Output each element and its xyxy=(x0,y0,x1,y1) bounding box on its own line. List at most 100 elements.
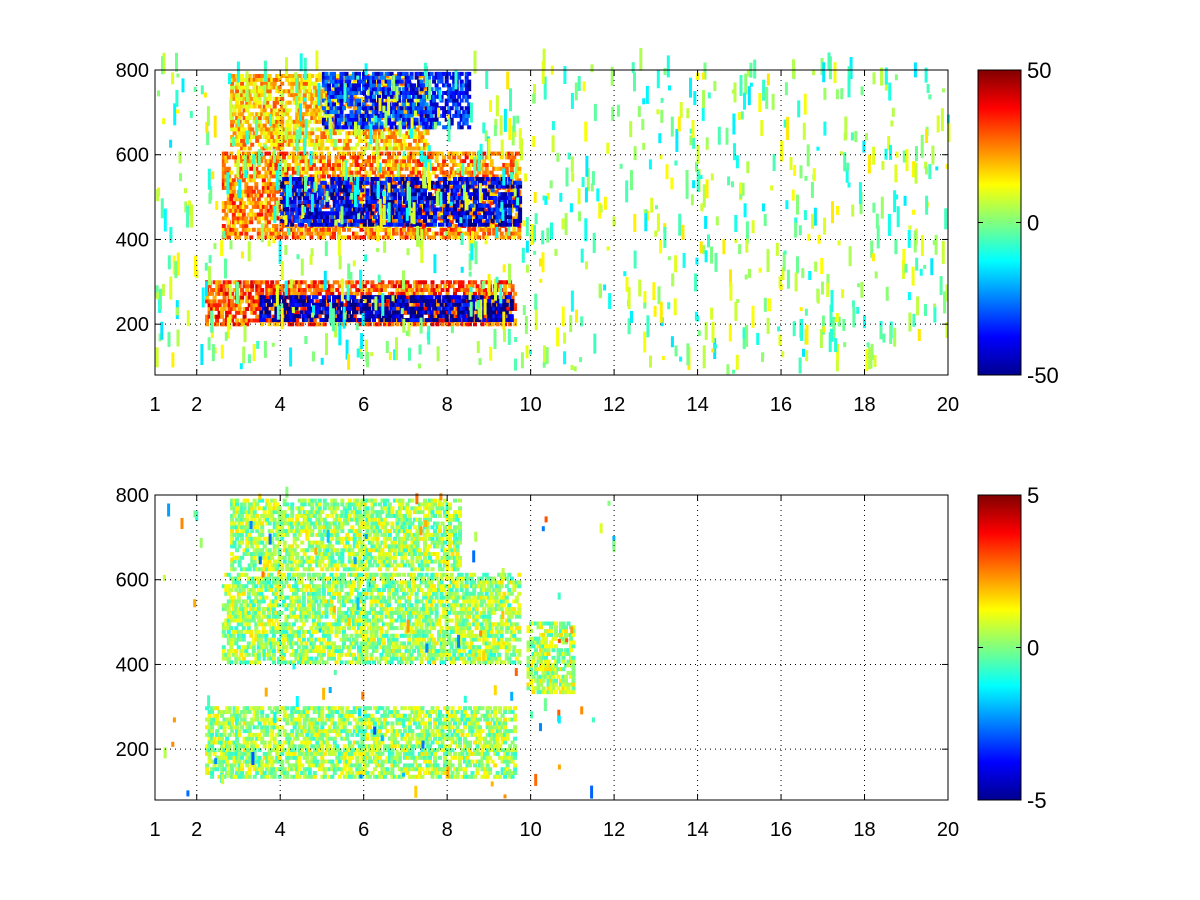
heatmap-cell xyxy=(443,192,447,197)
heatmap-cell xyxy=(259,299,264,303)
heatmap-cell xyxy=(269,185,274,190)
heatmap-cell xyxy=(390,284,395,289)
heatmap-cell xyxy=(340,322,345,327)
heatmap-cell xyxy=(314,295,319,300)
heatmap-cell xyxy=(397,299,402,303)
heatmap-cell xyxy=(300,322,305,327)
heatmap-cell xyxy=(475,188,480,193)
heatmap-cell xyxy=(498,211,503,216)
heatmap-cell xyxy=(513,218,518,223)
heatmap-cell xyxy=(255,77,260,82)
heatmap-cell xyxy=(442,155,447,160)
heatmap-cell xyxy=(306,166,311,171)
heatmap-cell xyxy=(515,192,520,197)
heatmap-cell xyxy=(235,119,240,124)
heatmap-cell xyxy=(478,180,482,185)
heatmap-cell xyxy=(267,77,272,82)
heatmap-cell xyxy=(302,89,307,94)
heatmap-cell xyxy=(234,235,239,240)
heatmap-cell xyxy=(350,291,355,296)
heatmap-cell xyxy=(478,215,482,220)
heatmap-cell xyxy=(269,189,274,194)
heatmap-cell xyxy=(322,215,327,220)
heatmap-cell xyxy=(509,318,514,322)
heatmap-cell xyxy=(352,235,356,240)
heatmap-cell xyxy=(337,207,342,212)
heatmap-cell xyxy=(437,299,442,303)
heatmap-cell xyxy=(375,322,380,327)
heatmap-cell xyxy=(252,74,257,78)
heatmap-cell xyxy=(207,310,212,315)
heatmap-cell xyxy=(469,318,474,322)
heatmap-cell xyxy=(305,108,310,113)
heatmap-cell xyxy=(375,127,380,132)
heatmap-cell xyxy=(465,184,470,189)
heatmap-cell xyxy=(390,222,395,227)
heatmap-cell xyxy=(224,151,229,156)
heatmap-cell xyxy=(405,199,410,204)
heatmap-cell xyxy=(239,197,244,202)
heatmap-cell xyxy=(359,151,364,156)
heatmap-cell xyxy=(276,204,281,209)
heatmap-cell xyxy=(295,215,300,220)
heatmap-cell xyxy=(260,85,265,90)
heatmap-cell xyxy=(224,178,229,183)
heatmap-cell xyxy=(226,193,231,198)
heatmap-cell xyxy=(452,295,457,300)
heatmap-cell xyxy=(325,288,330,292)
heatmap-cell xyxy=(514,216,519,221)
heatmap-cell xyxy=(372,199,377,204)
heatmap-cell xyxy=(254,204,259,209)
heatmap-cell xyxy=(316,231,321,236)
heatmap-cell xyxy=(246,178,251,183)
heatmap-cell xyxy=(301,295,306,300)
heatmap-cell xyxy=(282,74,287,78)
heatmap-cell xyxy=(380,77,385,82)
heatmap-cell xyxy=(487,231,492,236)
heatmap-cell xyxy=(429,318,434,322)
heatmap-cell xyxy=(400,146,405,151)
heatmap-cell xyxy=(334,295,339,300)
heatmap-cell xyxy=(227,280,232,285)
heatmap-cell xyxy=(432,306,437,311)
heatmap-cell xyxy=(342,222,347,227)
heatmap-cell xyxy=(422,212,427,217)
heatmap-cell xyxy=(305,89,310,94)
heatmap-cell xyxy=(474,155,479,160)
heatmap-cell xyxy=(237,295,242,300)
heatmap-cell xyxy=(397,180,402,185)
heatmap-cell xyxy=(275,138,280,143)
heatmap-cell xyxy=(207,284,212,289)
heatmap-cell xyxy=(359,318,364,322)
heatmap-cell xyxy=(250,307,255,311)
heatmap-cell xyxy=(244,189,249,194)
heatmap-cell xyxy=(347,131,352,136)
heatmap-cell xyxy=(249,178,254,183)
heatmap-cell xyxy=(432,235,437,240)
heatmap-cell xyxy=(355,131,360,136)
heatmap-cell xyxy=(474,235,479,240)
heatmap-cell xyxy=(332,71,336,76)
heatmap-cell xyxy=(255,89,260,94)
heatmap-cell xyxy=(345,142,350,147)
heatmap-cell xyxy=(312,85,317,90)
heatmap-cell xyxy=(362,166,366,171)
heatmap-cell xyxy=(255,307,260,311)
heatmap-cell xyxy=(307,142,312,147)
heatmap-cell xyxy=(345,211,350,216)
heatmap-cell xyxy=(246,197,251,202)
heatmap-cell xyxy=(330,215,335,220)
heatmap-cell xyxy=(302,196,307,200)
heatmap-cell xyxy=(489,295,494,300)
heatmap-cell xyxy=(205,314,210,319)
heatmap-cell xyxy=(272,127,277,132)
heatmap-cell xyxy=(205,295,210,300)
heatmap-cell xyxy=(384,174,389,179)
heatmap-cell xyxy=(463,222,467,227)
heatmap-cell xyxy=(284,174,289,179)
heatmap-cell xyxy=(324,87,329,92)
heatmap-cell xyxy=(412,291,417,296)
heatmap-cell xyxy=(402,227,407,232)
heatmap-cell xyxy=(307,177,312,181)
heatmap-cell xyxy=(267,81,272,86)
